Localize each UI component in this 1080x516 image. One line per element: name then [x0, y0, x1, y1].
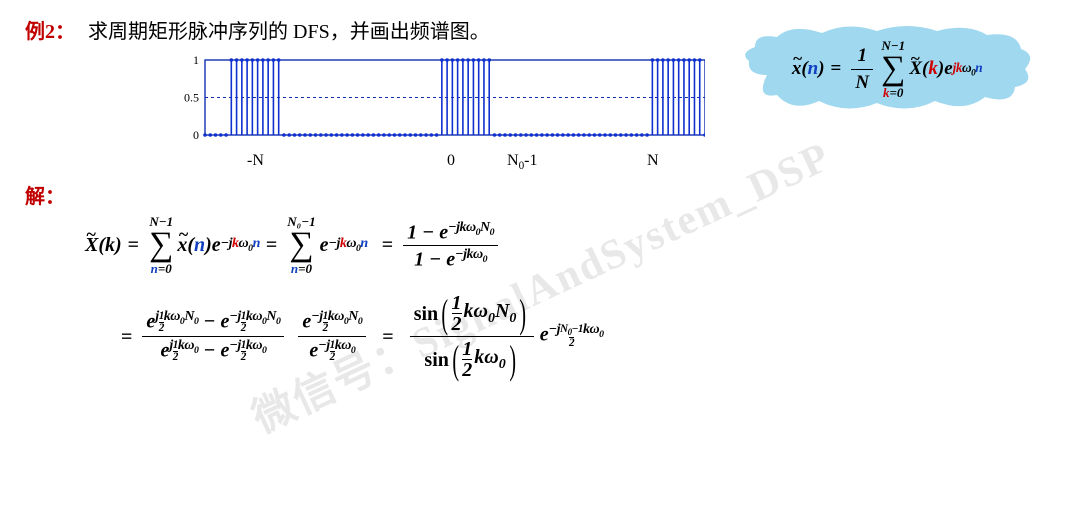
derivation-row-1: X(k) = N−1 ∑ n=0 x(n)e−jkω0n = N₀−1 ∑ n=… [85, 215, 1055, 380]
example-label: 例2： [25, 21, 75, 43]
page-content: 例2： 求周期矩形脉冲序列的 DFS，并画出频谱图。 x(n) = 1N N−1… [25, 15, 1055, 380]
x-tick-labels: -N 0 N0-1 N [165, 152, 705, 174]
xlabel-minusN: -N [247, 152, 264, 170]
example-question: 求周期矩形脉冲序列的 DFS，并画出频谱图。 [88, 21, 490, 43]
chart-svg: 00.51 [165, 52, 705, 147]
svg-text:0: 0 [193, 128, 199, 142]
cloud-formula: x(n) = 1N N−1 ∑ k=0 X(k)ejkω0n [737, 25, 1037, 113]
svg-text:1: 1 [193, 53, 199, 67]
derivation-row-2: = ej12kω0N0 − e−j12kω0N0 ej12kω0 − e−j12… [115, 293, 1055, 380]
xlabel-N: N [647, 152, 659, 170]
xlabel-0: 0 [447, 152, 455, 170]
cloud-formula-content: x(n) = 1N N−1 ∑ k=0 X(k)ejkω0n [737, 25, 1037, 113]
xlabel-N0m1: N0-1 [507, 152, 537, 172]
svg-text:0.5: 0.5 [184, 91, 199, 105]
solution-label: 解： [25, 180, 1055, 209]
